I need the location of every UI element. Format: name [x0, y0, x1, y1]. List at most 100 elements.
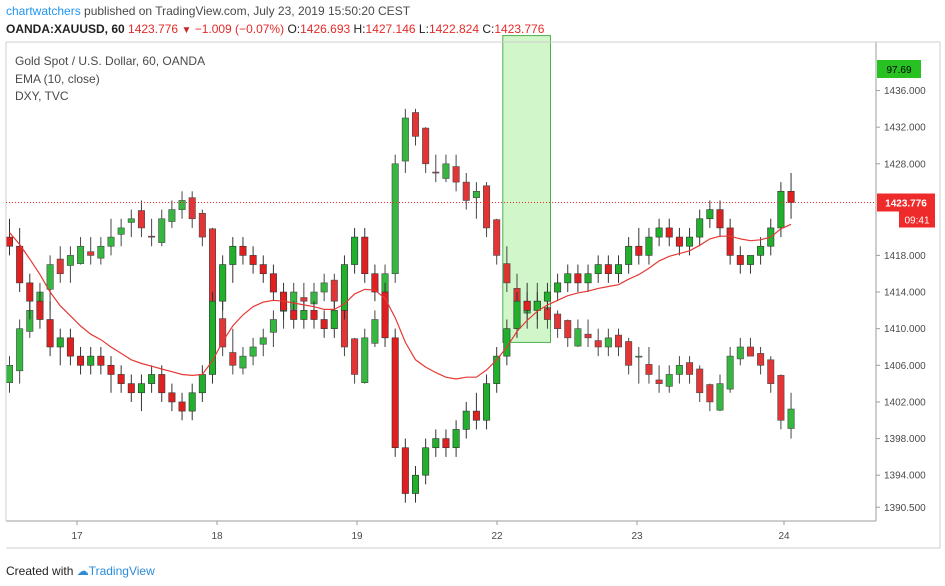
dxy-candle[interactable]: [645, 364, 653, 375]
legend-ema[interactable]: EMA (10, close): [15, 72, 100, 86]
gold-candle[interactable]: [330, 310, 338, 329]
gold-candle[interactable]: [746, 255, 754, 265]
gold-candle[interactable]: [188, 392, 196, 412]
gold-candle[interactable]: [574, 273, 582, 284]
dxy-candle[interactable]: [757, 353, 765, 366]
gold-candle[interactable]: [533, 300, 541, 311]
gold-candle[interactable]: [249, 255, 257, 265]
symbol-name[interactable]: OANDA:XAUUSD, 60: [6, 22, 125, 36]
author-link[interactable]: chartwatchers: [6, 4, 81, 18]
gold-candle[interactable]: [269, 273, 277, 293]
gold-candle[interactable]: [625, 245, 633, 265]
gold-candle[interactable]: [777, 190, 785, 229]
gold-candle[interactable]: [87, 355, 95, 366]
gold-candle[interactable]: [594, 264, 602, 275]
gold-candle[interactable]: [158, 374, 166, 394]
dxy-candle[interactable]: [746, 346, 754, 357]
tradingview-link[interactable]: TradingView: [88, 564, 155, 578]
last-price-badge[interactable]: [877, 193, 935, 212]
gold-candle[interactable]: [310, 310, 318, 320]
dxy-candle[interactable]: [259, 337, 267, 345]
gold-candle[interactable]: [107, 365, 115, 375]
gold-candle[interactable]: [401, 447, 409, 494]
gold-candle[interactable]: [442, 438, 450, 449]
gold-candle[interactable]: [46, 319, 54, 348]
dxy-candle[interactable]: [97, 245, 105, 259]
dxy-candle[interactable]: [361, 337, 369, 384]
dxy-candle[interactable]: [635, 355, 643, 358]
gold-candle[interactable]: [523, 300, 531, 311]
dxy-candle[interactable]: [148, 235, 156, 238]
gold-candle[interactable]: [26, 282, 34, 302]
dxy-candle[interactable]: [736, 346, 744, 360]
dxy-candle[interactable]: [706, 384, 714, 403]
dxy-candle[interactable]: [462, 181, 470, 201]
dxy-candle[interactable]: [472, 190, 480, 198]
dxy-candle[interactable]: [198, 212, 206, 238]
gold-candle[interactable]: [736, 255, 744, 265]
ema-line[interactable]: [9, 223, 792, 380]
gold-candle[interactable]: [696, 218, 704, 238]
dxy-candle[interactable]: [16, 328, 24, 372]
gold-candle[interactable]: [361, 236, 369, 275]
dxy-candle[interactable]: [696, 368, 704, 394]
gold-candle[interactable]: [655, 227, 663, 238]
dxy-candle[interactable]: [777, 375, 785, 421]
gold-candle[interactable]: [493, 355, 501, 384]
dxy-candle[interactable]: [351, 338, 359, 375]
dxy-candle[interactable]: [66, 255, 74, 266]
dxy-candle[interactable]: [554, 313, 562, 329]
dxy-candle[interactable]: [168, 209, 176, 222]
gold-candle[interactable]: [97, 355, 105, 366]
dxy-candle[interactable]: [452, 166, 460, 183]
gold-candle[interactable]: [371, 273, 379, 293]
gold-candle[interactable]: [543, 291, 551, 302]
dxy-candle[interactable]: [158, 218, 166, 243]
gold-candle[interactable]: [503, 328, 511, 357]
gold-candle[interactable]: [706, 209, 714, 220]
gold-candle[interactable]: [604, 264, 612, 275]
dxy-candle[interactable]: [614, 334, 622, 348]
gold-candle[interactable]: [178, 401, 186, 412]
gold-candle[interactable]: [665, 227, 673, 238]
dxy-candle[interactable]: [442, 163, 450, 179]
dxy-candle[interactable]: [411, 112, 419, 137]
gold-candle[interactable]: [340, 264, 348, 311]
gold-candle[interactable]: [290, 310, 298, 320]
gold-candle[interactable]: [432, 438, 440, 449]
gold-candle[interactable]: [320, 319, 328, 329]
dxy-candle[interactable]: [330, 279, 338, 302]
gold-candle[interactable]: [787, 190, 795, 203]
gold-candle[interactable]: [686, 236, 694, 247]
dxy-candle[interactable]: [6, 365, 14, 384]
gold-candle[interactable]: [229, 245, 237, 265]
gold-candle[interactable]: [209, 300, 217, 375]
dxy-candle[interactable]: [77, 245, 85, 264]
legend-dxy[interactable]: DXY, TVC: [15, 89, 69, 103]
dxy-candle[interactable]: [584, 333, 592, 339]
dxy-candle[interactable]: [483, 185, 491, 229]
dxy-candle[interactable]: [665, 374, 673, 387]
gold-candle[interactable]: [675, 236, 683, 247]
dxy-candle[interactable]: [594, 340, 602, 348]
dxy-candle[interactable]: [320, 282, 328, 293]
dxy-candle[interactable]: [239, 355, 247, 369]
gold-candle[interactable]: [381, 291, 389, 339]
gold-candle[interactable]: [391, 337, 399, 449]
gold-candle[interactable]: [351, 236, 359, 265]
legend-title[interactable]: Gold Spot / U.S. Dollar, 60, OANDA: [15, 54, 206, 68]
dxy-candle[interactable]: [655, 379, 663, 384]
dxy-candle[interactable]: [686, 362, 694, 375]
dxy-candle[interactable]: [56, 258, 64, 275]
gold-candle[interactable]: [422, 447, 430, 476]
dxy-candle[interactable]: [117, 227, 125, 235]
highlight-box[interactable]: [502, 35, 551, 343]
dxy-candle[interactable]: [137, 210, 145, 229]
gold-candle[interactable]: [757, 245, 765, 256]
dxy-candle[interactable]: [188, 197, 196, 220]
gold-candle[interactable]: [56, 337, 64, 348]
plot-area[interactable]: [6, 42, 876, 521]
gold-candle[interactable]: [716, 209, 724, 229]
dxy-candle[interactable]: [422, 127, 430, 165]
gold-candle[interactable]: [137, 383, 145, 394]
